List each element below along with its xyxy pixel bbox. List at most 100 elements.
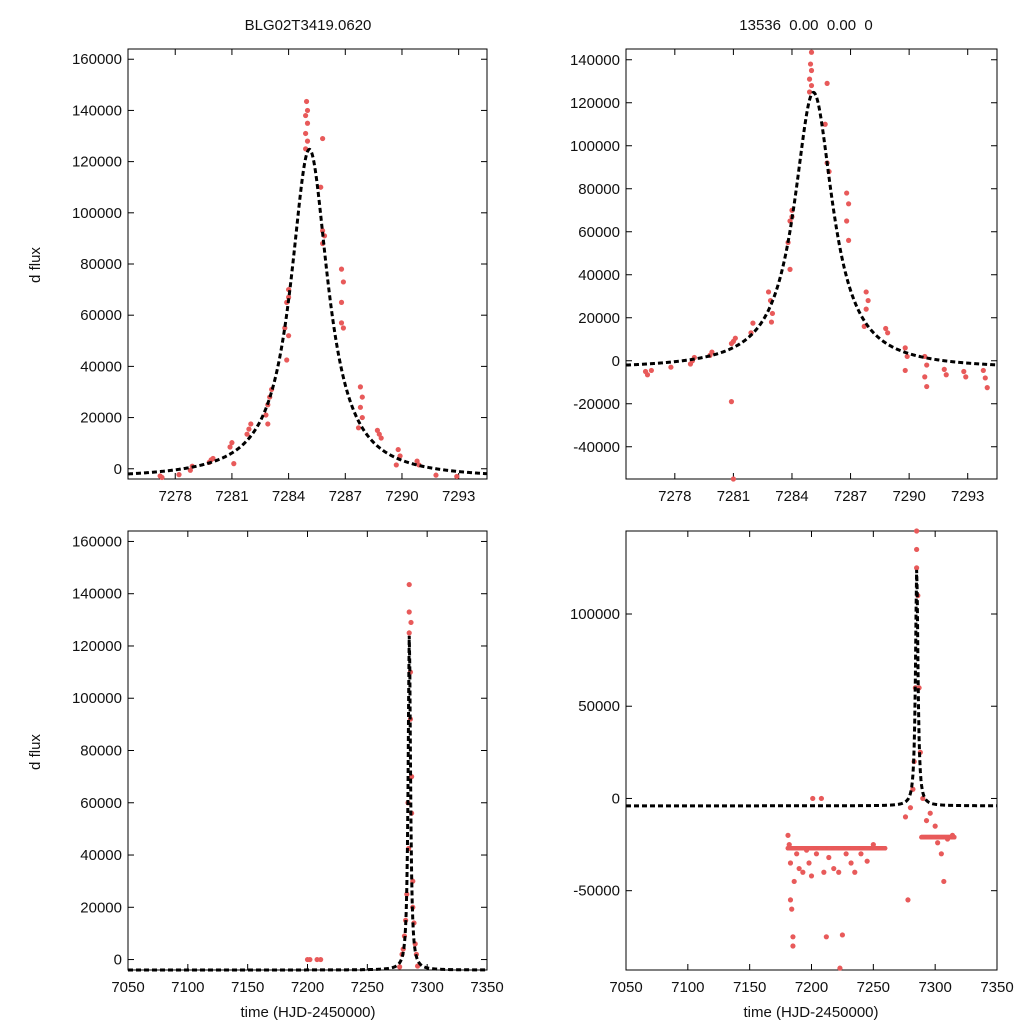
data-point <box>846 201 852 207</box>
data-point <box>787 860 794 866</box>
data-point <box>803 847 810 853</box>
x-axis-label: time (HJD-2450000) <box>240 1004 375 1021</box>
data-point <box>924 362 930 368</box>
data-point <box>858 851 864 857</box>
data-point <box>831 865 837 872</box>
data-point <box>303 130 309 137</box>
data-point <box>864 858 870 864</box>
data-point <box>949 832 956 838</box>
data-point <box>902 814 909 820</box>
data-point <box>922 374 928 380</box>
data-point <box>307 956 313 963</box>
data-point <box>732 335 738 341</box>
data-point <box>806 860 812 866</box>
data-point <box>800 869 806 875</box>
data-point <box>902 367 908 374</box>
y-tick-label: 140000 <box>72 586 122 603</box>
data-point <box>210 455 216 462</box>
data-point <box>357 404 364 410</box>
data-point <box>644 372 651 378</box>
data-point <box>768 319 775 325</box>
data-point <box>786 841 792 848</box>
y-tick-label: 100000 <box>570 606 620 623</box>
x-tick-label: 7150 <box>231 979 264 996</box>
data-point <box>839 932 846 938</box>
data-point <box>980 367 986 374</box>
data-point <box>794 851 800 857</box>
x-tick-label: 7250 <box>857 979 890 996</box>
data-point <box>648 367 654 374</box>
data-point <box>821 869 827 875</box>
data-point <box>159 474 165 481</box>
x-tick-label: 7300 <box>410 979 443 996</box>
data-point <box>905 897 911 903</box>
panel-top-left: BLG02T3419.0620 d flux 0 20000 40000 60000 8… <box>27 17 488 505</box>
data-point <box>961 368 967 375</box>
data-point <box>359 394 365 400</box>
x-tick-label: 7100 <box>171 979 204 996</box>
y-ticks: -50000 0 50000 100000 <box>570 606 997 900</box>
y-axis-label: d flux <box>27 247 44 283</box>
x-tick-label: 7293 <box>951 488 984 505</box>
data-point <box>810 795 816 802</box>
data-point <box>941 878 947 885</box>
data-point <box>406 609 412 615</box>
data-point <box>943 372 949 378</box>
y-tick-label: 80000 <box>80 743 122 760</box>
panel-bottom-right: time (HJD-2450000) -50000 0 50000 100000 70… <box>570 528 1014 1021</box>
y-axis-label: d flux <box>27 734 44 770</box>
data-point <box>304 107 311 114</box>
data-point <box>728 399 735 405</box>
data-point <box>393 462 399 468</box>
data-point <box>941 366 947 372</box>
data-point <box>229 440 235 446</box>
data-point <box>822 121 828 127</box>
data-points <box>304 581 421 970</box>
data-point <box>244 431 250 437</box>
data-point <box>807 61 814 67</box>
y-tick-label: 20000 <box>80 899 122 916</box>
data-point <box>286 333 292 339</box>
data-point <box>378 435 384 441</box>
data-point <box>395 446 401 453</box>
y-tick-label: 40000 <box>578 267 620 284</box>
x-tick-label: 7287 <box>834 488 867 505</box>
x-tick-label: 7281 <box>215 488 248 505</box>
y-tick-label: 0 <box>114 461 122 478</box>
data-point <box>837 965 843 971</box>
data-point <box>823 934 829 940</box>
y-tick-label: 0 <box>114 952 122 969</box>
model-curve <box>128 635 487 972</box>
y-tick-label: 60000 <box>578 224 620 241</box>
model-curve <box>127 147 488 476</box>
data-point <box>844 218 850 224</box>
panel-top-right: 13536 0.00 0.00 0 -40000 -20000 0 20000 4000… <box>570 17 998 505</box>
data-point <box>789 906 795 912</box>
data-point <box>796 865 802 872</box>
data-point <box>246 426 252 432</box>
data-point <box>808 82 815 89</box>
data-point <box>904 353 910 360</box>
x-tick-label: 7281 <box>717 488 750 505</box>
data-point <box>318 184 324 190</box>
data-point <box>806 76 813 82</box>
data-point <box>765 289 772 295</box>
x-tick-label: 7290 <box>385 488 418 505</box>
x-tick-label: 7300 <box>918 979 951 996</box>
x-axis-label: time (HJD-2450000) <box>743 1004 878 1021</box>
y-tick-label: 80000 <box>80 256 122 273</box>
data-point <box>265 421 271 427</box>
model-curve <box>626 569 997 808</box>
y-ticks: -40000 -20000 0 20000 40000 60000 80000 100000 1… <box>570 52 997 456</box>
y-tick-label: 0 <box>612 790 620 807</box>
y-tick-label: 160000 <box>72 51 122 68</box>
data-point <box>843 851 849 857</box>
y-tick-label: 20000 <box>80 410 122 427</box>
band-point <box>882 845 888 851</box>
data-point <box>408 619 414 626</box>
data-point <box>314 956 320 963</box>
data-point <box>227 444 233 450</box>
data-point <box>176 472 182 478</box>
y-tick-label: 140000 <box>570 52 620 69</box>
y-tick-label: -20000 <box>573 396 620 413</box>
